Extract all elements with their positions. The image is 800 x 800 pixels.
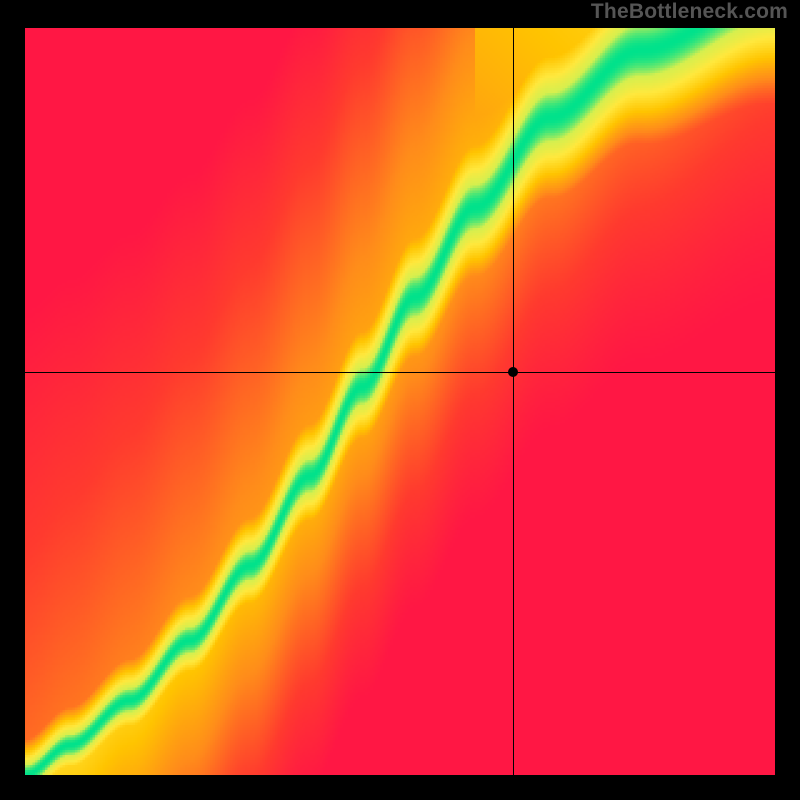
crosshair-horizontal	[25, 372, 775, 373]
watermark-text: TheBottleneck.com	[591, 0, 788, 24]
heatmap-canvas	[25, 28, 775, 775]
crosshair-marker-dot	[508, 367, 518, 377]
plot-area	[25, 28, 775, 775]
crosshair-vertical	[513, 28, 514, 775]
chart-container: TheBottleneck.com	[0, 0, 800, 800]
